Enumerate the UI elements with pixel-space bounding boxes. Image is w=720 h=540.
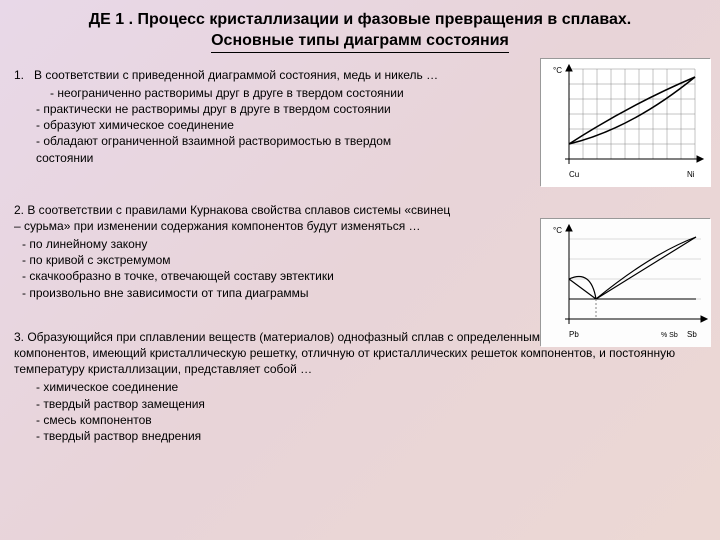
title-line2: Основные типы диаграмм состояния (211, 31, 509, 53)
q2-opt-1: - по кривой с экстремумом (14, 252, 454, 268)
svg-text:% Sb: % Sb (661, 332, 678, 339)
q3-opt-3: - твердый раствор внедрения (14, 428, 694, 444)
page-title: ДЕ 1 . Процесс кристаллизации и фазовые … (14, 10, 706, 53)
q1-opt-3: - обладают ограниченной взаимной раствор… (14, 133, 484, 149)
q1-text: 1. В соответствии с приведенной диаграмм… (14, 67, 484, 83)
q1-opt-2: - образуют химическое соединение (14, 117, 484, 133)
q2-opt-3: - произвольно вне зависимости от типа ди… (14, 285, 454, 301)
svg-text:Cu: Cu (569, 170, 579, 179)
q3-opt-0: - химическое соединение (14, 379, 694, 395)
phase-diagram-chart-1: °C Cu Ni (540, 58, 710, 186)
title-line1: ДЕ 1 . Процесс кристаллизации и фазовые … (89, 11, 631, 28)
svg-text:°C: °C (553, 226, 562, 235)
q1-opt-0: - неограниченно растворимы друг в друге … (14, 85, 484, 101)
q1-stem: В соответствии с приведенной диаграммой … (34, 68, 438, 82)
q1-opt-4: состоянии (14, 150, 484, 166)
q2-opt-2: - скачкообразно в точке, отвечающей сост… (14, 268, 454, 284)
q1-num: 1. (14, 68, 24, 82)
svg-text:°C: °C (553, 66, 562, 75)
q2-text: 2. В соответствии с правилами Курнакова … (14, 202, 454, 234)
phase-diagram-chart-2: °C Pb Sb % Sb (540, 218, 710, 346)
question-1: 1. В соответствии с приведенной диаграмм… (14, 67, 484, 166)
question-2: 2. В соответствии с правилами Курнакова … (14, 202, 454, 301)
q3-opt-2: - смесь компонентов (14, 412, 694, 428)
q1-opt-1: - практически не растворимы друг в друге… (14, 101, 484, 117)
q3-opt-1: - твердый раствор замещения (14, 396, 694, 412)
svg-text:Sb: Sb (687, 330, 697, 339)
svg-text:Ni: Ni (687, 170, 695, 179)
svg-text:Pb: Pb (569, 330, 579, 339)
q2-opt-0: - по линейному закону (14, 236, 454, 252)
